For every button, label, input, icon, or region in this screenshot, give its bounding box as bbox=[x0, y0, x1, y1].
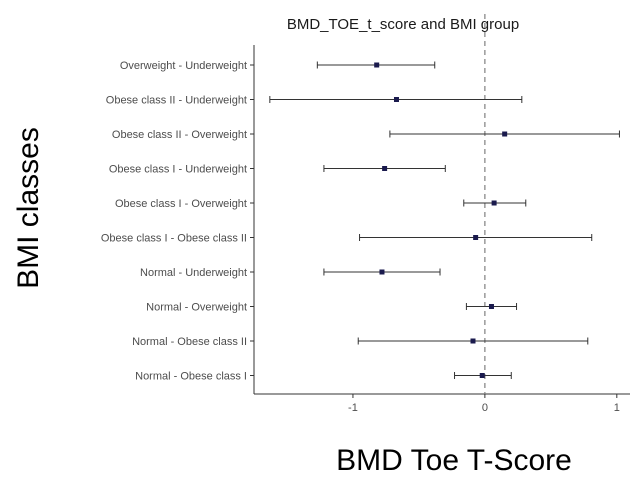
y-tick-label: Obese class I - Overweight bbox=[115, 198, 247, 210]
chart-title: BMD_TOE_t_score and BMI group bbox=[287, 16, 519, 33]
y-axis-label: BMI classes bbox=[12, 127, 45, 289]
estimate-point bbox=[393, 97, 399, 102]
estimate-point bbox=[374, 62, 380, 68]
y-tick-label: Obese class II - Overweight bbox=[112, 129, 247, 141]
estimate-point bbox=[379, 269, 385, 275]
estimate-point bbox=[479, 373, 485, 378]
estimate-point bbox=[470, 338, 476, 344]
estimate-point bbox=[382, 166, 388, 171]
estimate-point bbox=[502, 131, 508, 137]
y-tick-label: Normal - Underweight bbox=[140, 267, 247, 279]
y-tick-label: Obese class I - Underweight bbox=[109, 164, 247, 176]
y-tick-label: Overweight - Underweight bbox=[120, 60, 247, 72]
y-tick-label: Obese class II - Underweight bbox=[106, 95, 247, 107]
estimate-point bbox=[488, 304, 494, 309]
x-axis-label: BMD Toe T-Score bbox=[336, 444, 572, 477]
x-tick-label: 1 bbox=[614, 402, 620, 414]
y-tick-label: Normal - Obese class II bbox=[132, 336, 247, 348]
x-tick-label: -1 bbox=[348, 402, 358, 414]
estimate-point bbox=[491, 200, 497, 206]
x-tick-label: 0 bbox=[482, 402, 488, 414]
y-tick-label: Obese class I - Obese class II bbox=[101, 233, 247, 245]
y-tick-label: Normal - Overweight bbox=[146, 302, 247, 314]
plot-area: -1 0 1 Overweight - Underweight Obese class … bbox=[101, 14, 630, 414]
estimate-point bbox=[473, 235, 479, 240]
y-tick-label: Normal - Obese class I bbox=[135, 371, 247, 383]
